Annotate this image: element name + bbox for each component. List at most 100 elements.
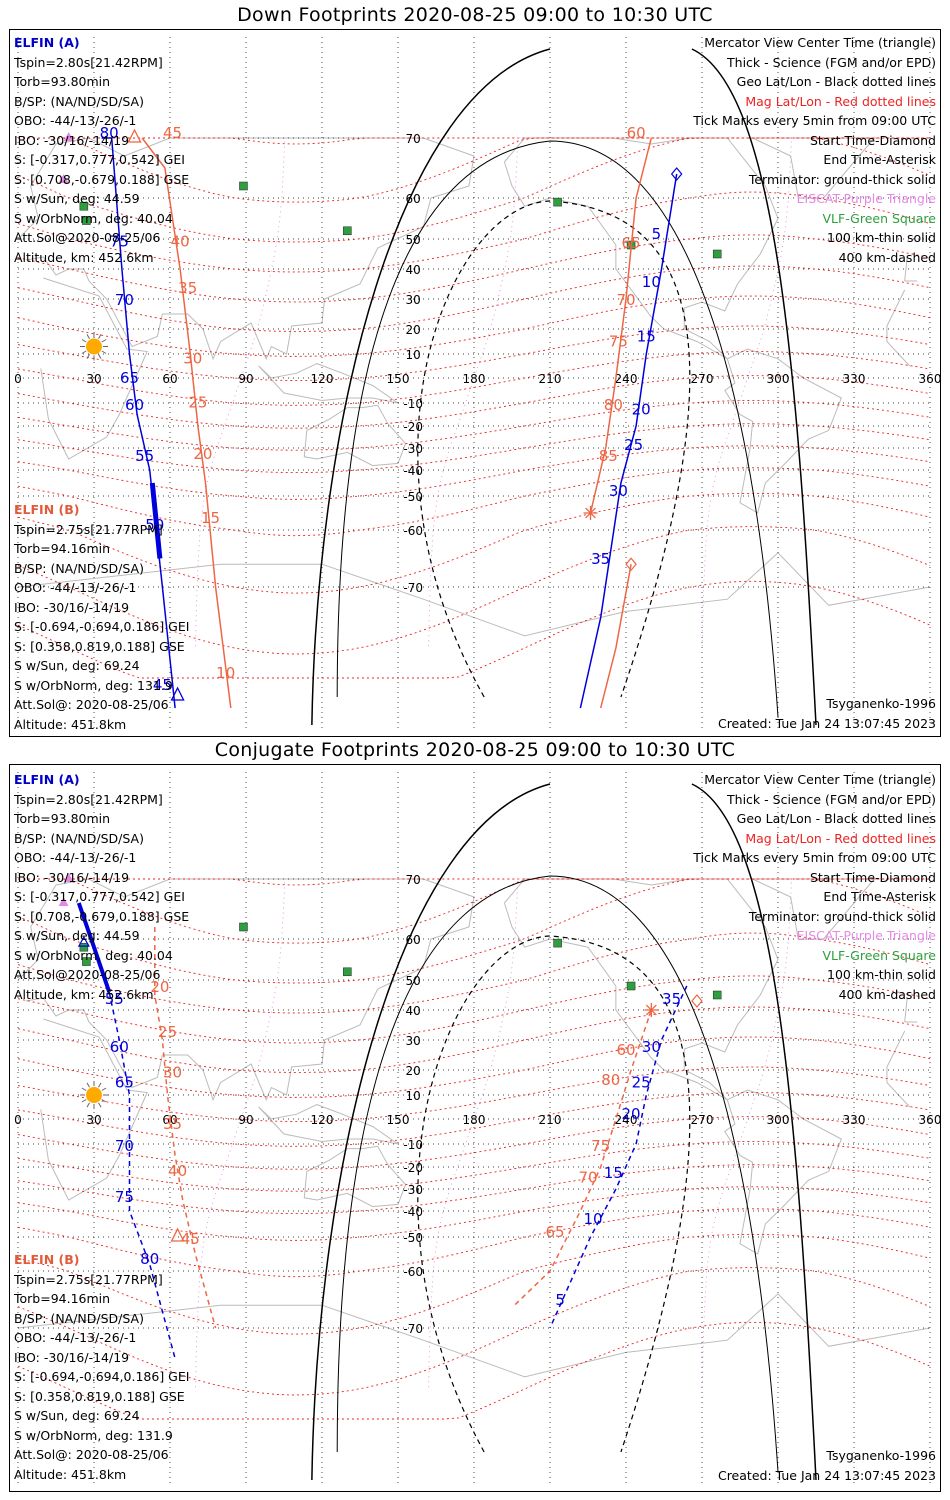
elfin-b-line: S: [-0.694,-0.694,0.186] GEI	[14, 619, 190, 634]
elfin-b-line: S: [0.358,0.819,0.188] GSE	[14, 638, 185, 654]
mag-lat-line	[17, 191, 931, 273]
lon-label: 270	[691, 1113, 714, 1127]
tick-labels: 80 75 70 65 60 55 50 45 5 10 15 20 25 30 35 45 40 35 30 25 2…	[100, 124, 662, 694]
elfin-b-line: Torb=94.16min	[14, 541, 111, 556]
elfin-b-line: Att.Sol@: 2020-08-25/06	[14, 1447, 169, 1462]
lon-label: 270	[691, 372, 714, 386]
elfin-b-tick-label: 15	[201, 509, 220, 527]
mag-lat-line	[18, 878, 930, 886]
sun-ray	[81, 1099, 87, 1103]
sun-ray	[86, 334, 90, 339]
legend-item: 400 km-dashed	[838, 249, 936, 265]
mag-lat-line	[17, 932, 931, 1014]
lat-label: 30	[406, 293, 421, 307]
lat-label: 60	[406, 192, 421, 206]
triangle-icon	[170, 686, 185, 701]
terminator-right	[691, 48, 817, 726]
elfin-b-track-east	[589, 137, 653, 514]
elfin-a-line: Att.Sol@2020-08-25/06	[14, 230, 161, 245]
elfin-a-line: OBO: -44/-13/-26/-1	[14, 113, 137, 128]
elfin-b-tick-label: 65	[622, 234, 641, 252]
elfin-a-line: IBO: -30/16/-14/19	[14, 869, 130, 885]
lon-label: 300	[767, 372, 790, 386]
lon-label: 180	[463, 1113, 486, 1127]
elfin-a-line: OBO: -44/-13/-26/-1	[14, 850, 137, 865]
elfin-a-tick-label: 35	[662, 990, 681, 1008]
elfin-a-tick-label: 25	[624, 436, 643, 454]
elfin-b-tick-label: 20	[150, 978, 169, 996]
legend-item: End Time-Asterisk	[823, 889, 936, 904]
lat-label: -70	[403, 581, 423, 595]
elfin-b-track-east	[513, 1009, 653, 1306]
legend-item: Geo Lat/Lon - Black dotted lines	[736, 74, 936, 89]
legend-item: Start Time-Diamond	[809, 132, 936, 148]
elfin-a-tick-label: 70	[115, 1137, 134, 1155]
terminator-left	[311, 783, 551, 1481]
elfin-a-tick-label: 65	[115, 1074, 134, 1092]
purple-triangle-icon	[63, 873, 74, 882]
lat-label: -30	[403, 1183, 423, 1197]
circle-400km	[417, 200, 691, 698]
lat-label: -40	[403, 1205, 423, 1219]
mag-grid	[17, 137, 931, 679]
elfin-a-tick-label: 10	[642, 273, 661, 291]
elfin-a-line: Torb=93.80min	[14, 74, 111, 89]
legend-item: Terminator: ground-thick solid	[748, 908, 936, 924]
model-label: Tsyganenko-1996	[826, 696, 936, 711]
elfin-b-label: ELFIN (B)	[14, 1252, 80, 1267]
elfin-a-tick-label: 75	[115, 1188, 134, 1206]
green-square-icon	[343, 967, 352, 977]
elfin-b-line: Att.Sol@: 2020-08-25/06	[14, 697, 169, 712]
elfin-a-line: Altitude, km: 452.6km	[14, 986, 154, 1002]
elfin-b-tick-label: 25	[188, 394, 207, 412]
lon-label: 120	[311, 1113, 334, 1127]
elfin-b-line: S w/Sun, deg: 69.24	[14, 1408, 140, 1423]
footprint-tracks	[101, 137, 678, 709]
elfin-b-track-west	[154, 927, 217, 1329]
lon-label: 360	[919, 1113, 942, 1127]
vlf-stations	[79, 922, 722, 1000]
elfin-b-line: S w/Sun, deg: 69.24	[14, 658, 140, 673]
lat-label: -20	[403, 1161, 423, 1175]
green-square-icon	[239, 922, 248, 932]
elfin-b-tick-label: 75	[591, 1137, 610, 1155]
coastline-path	[503, 137, 779, 360]
purple-triangle-icon	[63, 132, 74, 141]
elfin-b-tick-label: 35	[178, 279, 197, 297]
lon-label: 300	[767, 1113, 790, 1127]
elfin-b-tick-label: 45	[181, 1230, 200, 1248]
elfin-b-line: B/SP: (NA/ND/SD/SA)	[14, 1310, 144, 1326]
elfin-a-line: B/SP: (NA/ND/SD/SA)	[14, 830, 144, 846]
elfin-a-tick-label: 20	[622, 1105, 641, 1123]
coastline-path	[17, 1293, 931, 1378]
mag-lat-line	[17, 1164, 931, 1215]
elfin-a-line: S: [0.708,-0.679,0.188] GSE	[14, 171, 190, 187]
model-label: Tsyganenko-1996	[826, 1448, 936, 1463]
panel-2-elfin-b-info: ELFIN (B) Tspin=2.75s[21.77RPM] Torb=94.…	[14, 1250, 189, 1484]
legend-item: Geo Lat/Lon - Black dotted lines	[736, 811, 936, 826]
mag-lat-line	[17, 1186, 931, 1241]
elfin-a-tick-label: 70	[115, 291, 134, 309]
elfin-b-line: Tspin=2.75s[21.77RPM]	[14, 521, 163, 537]
lat-label: 10	[406, 1089, 421, 1103]
sun-ray	[98, 334, 102, 339]
mag-lat-line	[17, 295, 931, 357]
sun-ray	[81, 350, 87, 354]
panel-2-title: Conjugate Footprints 2020-08-25 09:00 to…	[214, 739, 736, 761]
mag-lat-line	[17, 234, 931, 303]
legend-item: Mag Lat/Lon - Red dotted lines	[745, 830, 936, 846]
lat-label: 70	[406, 873, 421, 887]
mag-lat-line	[17, 351, 931, 406]
lon-label: 210	[539, 1113, 562, 1127]
lon-label: 150	[387, 372, 410, 386]
diamond-icon	[625, 557, 637, 572]
elfin-b-line: B/SP: (NA/ND/SD/SA)	[14, 560, 144, 576]
lon-label: 360	[919, 372, 942, 386]
elfin-a-tick-label: 75	[110, 233, 129, 251]
mag-lat-line	[17, 445, 931, 500]
green-square-icon	[712, 249, 722, 259]
legend-item: VLF-Green Square	[822, 947, 936, 963]
elfin-a-science-segment	[76, 902, 112, 993]
elfin-b-line: IBO: -30/16/-14/19	[14, 599, 130, 615]
